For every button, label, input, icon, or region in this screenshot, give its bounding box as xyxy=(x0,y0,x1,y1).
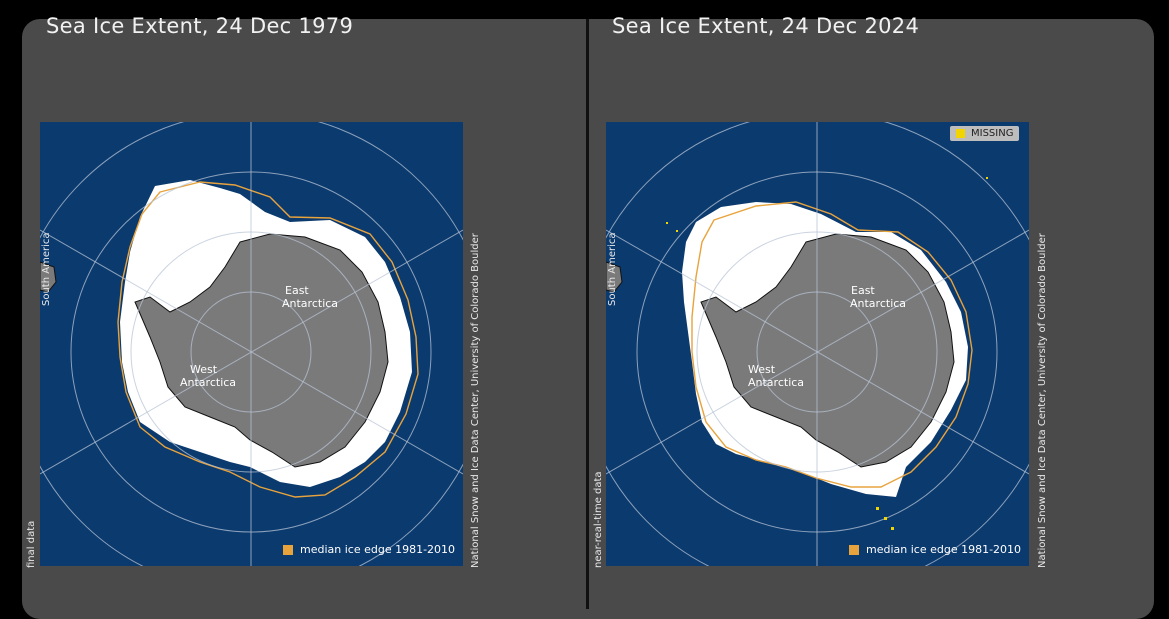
right-legend-label: median ice edge 1981-2010 xyxy=(866,543,1022,556)
left-legend-label: median ice edge 1981-2010 xyxy=(300,543,456,556)
right-map: West Antarctica East Antarctica xyxy=(606,122,1029,566)
west-antarctica-label-line1: West xyxy=(190,363,218,376)
missing-label: MISSING xyxy=(971,128,1014,139)
right-legend: median ice edge 1981-2010 xyxy=(849,543,1021,556)
longitude-grid xyxy=(40,122,463,566)
median-ice-edge xyxy=(691,201,973,488)
missing-swatch xyxy=(956,129,965,138)
east-antarctica-label-line1: East xyxy=(285,284,309,297)
left-continent-label: South America xyxy=(41,232,52,307)
south-america-tip xyxy=(606,261,623,293)
east-antarctica-label-line1: East xyxy=(851,284,875,297)
west-antarctica-label-line1: West xyxy=(748,363,776,376)
left-credit: National Snow and Ice Data Center, Unive… xyxy=(470,233,481,568)
legend-swatch xyxy=(283,544,293,555)
right-credit: National Snow and Ice Data Center, Unive… xyxy=(1037,233,1048,568)
left-map: West Antarctica East Antarctica xyxy=(40,122,463,566)
east-antarctica-label-line2: Antarctica xyxy=(850,297,906,310)
left-data-status: final data xyxy=(26,520,37,568)
left-panel-title: Sea Ice Extent, 24 Dec 1979 xyxy=(46,14,354,38)
antarctica-landmass xyxy=(134,233,389,468)
south-america-tip xyxy=(40,261,57,293)
missing-data-dots xyxy=(666,177,988,530)
east-antarctica-label-line2: Antarctica xyxy=(282,297,338,310)
longitude-grid xyxy=(606,122,1029,566)
right-continent-label: South America xyxy=(607,232,618,307)
legend-swatch xyxy=(849,544,859,555)
antarctica-landmass xyxy=(700,233,955,468)
left-legend: median ice edge 1981-2010 xyxy=(283,543,455,556)
west-antarctica-label-line2: Antarctica xyxy=(180,376,236,389)
median-ice-edge xyxy=(117,181,419,498)
west-antarctica-label-line2: Antarctica xyxy=(748,376,804,389)
right-panel-title: Sea Ice Extent, 24 Dec 2024 xyxy=(612,14,920,38)
right-data-status: near-real-time data xyxy=(593,471,604,568)
panel-divider xyxy=(586,19,589,609)
missing-legend: MISSING xyxy=(950,126,1020,141)
